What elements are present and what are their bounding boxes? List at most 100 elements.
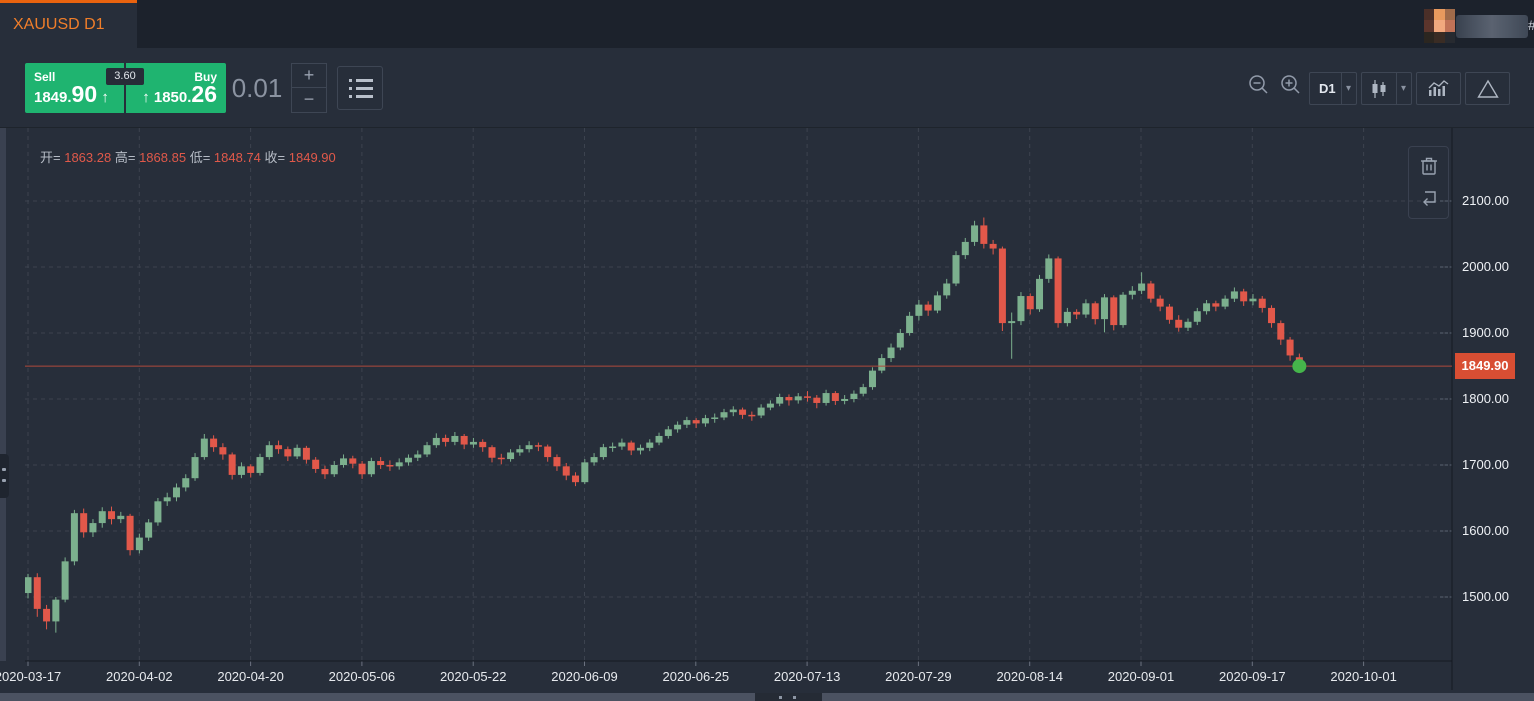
- candle-body: [256, 457, 264, 473]
- username-blurred[interactable]: [1456, 15, 1528, 38]
- candle-body: [460, 435, 468, 445]
- ohlc-close: 1849.90: [288, 150, 336, 165]
- date-axis-label: 2020-04-20: [217, 669, 284, 684]
- candle-body: [377, 461, 385, 465]
- candle-body: [1277, 323, 1285, 340]
- candle-body: [766, 403, 774, 408]
- zoom-out-icon[interactable]: [1247, 73, 1271, 97]
- sell-price: 1849.90 ↑: [34, 81, 109, 107]
- candle-body: [497, 457, 505, 460]
- date-axis-label: 2020-09-01: [1107, 669, 1175, 684]
- interval-dropdown[interactable]: D1 ▾: [1309, 72, 1357, 105]
- candle-body: [906, 315, 914, 333]
- ohlc-open: 1863.28: [64, 150, 112, 165]
- divider: [1396, 73, 1397, 104]
- candle-body: [1045, 258, 1053, 279]
- candle-body: [507, 452, 515, 460]
- candle-body: [711, 417, 719, 419]
- date-axis-label: 2020-07-29: [885, 669, 952, 684]
- drawing-tools-panel: [1408, 146, 1449, 219]
- candle-body: [1026, 296, 1034, 310]
- date-axis-label: 2020-05-06: [328, 669, 396, 684]
- candle-body: [275, 445, 283, 450]
- candle-body: [609, 446, 617, 449]
- candle-body: [479, 441, 487, 448]
- candle-body: [293, 447, 301, 457]
- candle-body: [1175, 319, 1183, 328]
- candle-body: [52, 599, 60, 622]
- candle-body: [933, 295, 941, 311]
- candle-body: [636, 447, 644, 451]
- candle-body: [1258, 298, 1266, 308]
- candle-body: [1240, 291, 1248, 302]
- buy-label: Buy: [194, 70, 217, 84]
- candle-body: [998, 248, 1006, 324]
- chart-style-dropdown[interactable]: ▾: [1361, 72, 1412, 105]
- candle-body: [117, 515, 125, 520]
- candle-body: [813, 397, 821, 403]
- volume-input[interactable]: 0.01: [231, 73, 283, 103]
- candle-body: [172, 487, 180, 498]
- username-suffix: #: [1528, 17, 1534, 33]
- divider: [0, 127, 1534, 128]
- candle-body: [1268, 307, 1276, 324]
- candle-body: [237, 466, 245, 475]
- ohlc-low: 1848.74: [213, 150, 261, 165]
- candle-body: [265, 445, 273, 458]
- candle-body: [1017, 296, 1025, 322]
- candle-body: [989, 243, 997, 249]
- user-avatar[interactable]: [1424, 9, 1455, 43]
- candle-body: [720, 412, 728, 418]
- candle-body: [469, 441, 477, 445]
- price-axis-label: 1800.00: [1462, 391, 1509, 406]
- candle-body: [1184, 321, 1192, 328]
- buy-button[interactable]: Buy ↑ 1850.26: [126, 63, 226, 113]
- candle-body: [1008, 321, 1016, 324]
- candle-body: [395, 462, 403, 467]
- candle-body: [1054, 258, 1062, 324]
- indicators-button[interactable]: [1416, 72, 1461, 105]
- candle-body: [516, 449, 524, 453]
- candle-body: [33, 577, 41, 609]
- candle-body: [1063, 311, 1071, 324]
- tab-xauusd-d1[interactable]: XAUUSD D1: [0, 0, 137, 48]
- candle-body: [804, 396, 812, 398]
- left-panel-toggle[interactable]: [0, 454, 9, 498]
- candle-body: [1138, 283, 1146, 291]
- volume-increase-button[interactable]: +: [291, 63, 327, 88]
- candle-body: [868, 370, 876, 388]
- candle-body: [163, 497, 171, 502]
- price-axis-label: 1500.00: [1462, 589, 1509, 604]
- candle-body: [182, 478, 190, 488]
- candle-body: [627, 442, 635, 451]
- candle-body: [683, 420, 691, 425]
- interval-value: D1: [1319, 81, 1336, 96]
- candle-body: [739, 409, 747, 415]
- volume-decrease-button[interactable]: −: [291, 88, 327, 113]
- candle-body: [1156, 298, 1164, 307]
- candle-body: [98, 511, 106, 524]
- candle-body: [971, 225, 979, 242]
- candle-body: [534, 445, 542, 447]
- bottom-panel-toggle[interactable]: [755, 693, 822, 701]
- order-list-button[interactable]: [337, 66, 383, 110]
- candle-body: [646, 442, 654, 448]
- candle-body: [312, 459, 320, 469]
- volume-stepper: + −: [291, 63, 327, 113]
- undo-icon[interactable]: [1417, 185, 1441, 211]
- date-axis-label: 2020-08-14: [996, 669, 1063, 684]
- date-axis-label: 2020-07-13: [773, 669, 841, 684]
- candle-body: [1036, 278, 1044, 310]
- candle-body: [1091, 303, 1099, 320]
- draw-shapes-button[interactable]: [1465, 72, 1510, 105]
- candle-body: [896, 333, 904, 348]
- candle-body: [1203, 303, 1211, 312]
- bottom-panel-bar: [0, 693, 1534, 701]
- zoom-in-icon[interactable]: [1279, 73, 1303, 97]
- candle-body: [247, 466, 255, 473]
- trash-icon[interactable]: [1417, 153, 1441, 179]
- spread-badge: 3.60: [106, 68, 144, 85]
- candle-body: [1165, 306, 1173, 320]
- candle-body: [794, 396, 802, 401]
